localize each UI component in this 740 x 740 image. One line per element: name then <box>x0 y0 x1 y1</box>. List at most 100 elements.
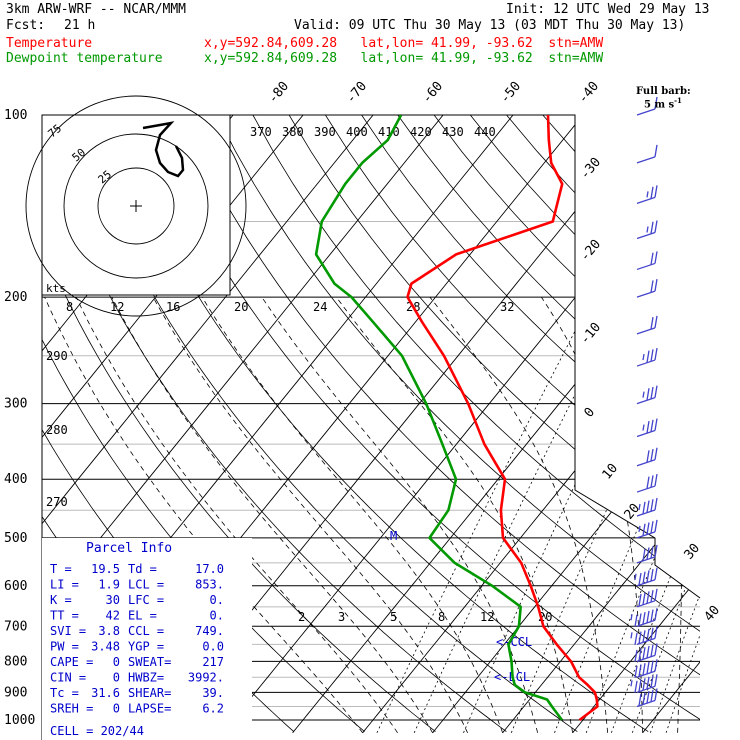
parcel-value: 0. <box>210 609 224 623</box>
wind-barb-staff <box>636 670 656 678</box>
wind-barb <box>636 185 658 205</box>
wind-barb-flag <box>654 626 658 639</box>
hodograph-kts-label: kts <box>46 282 66 295</box>
wind-barb-flag <box>642 630 646 643</box>
parcel-label: YGP = <box>128 640 164 654</box>
moist-adiabat-line <box>152 296 468 733</box>
wind-barb <box>636 144 658 164</box>
wind-barb-flag <box>634 649 638 662</box>
temperature-line <box>406 115 599 722</box>
parcel-label: PW = <box>50 640 79 654</box>
parcel-value: 17.0 <box>195 562 224 576</box>
dewpoint-legend-info: x,y=592.84,609.28 lat,lon= 41.99, -93.62… <box>204 51 604 66</box>
wind-barb-flag <box>654 279 658 292</box>
mixing-ratio-line <box>554 309 700 733</box>
wind-barb <box>636 588 658 608</box>
wind-barb-staff <box>636 685 656 693</box>
parcel-label: LFC = <box>128 593 164 607</box>
wind-barb <box>630 608 658 627</box>
isotherm-line <box>362 115 700 734</box>
wind-barb-flag <box>654 544 658 558</box>
isotherm-line <box>42 115 304 734</box>
parcel-value: 0 <box>113 671 120 685</box>
dry-adiabat-line <box>687 115 700 732</box>
wind-barb-flag <box>650 689 654 702</box>
hodograph-ring <box>25 95 247 317</box>
isotherm-line <box>502 115 700 734</box>
wind-barb-flag <box>654 315 658 328</box>
wind-barb-staff <box>636 429 656 438</box>
mixing-ratio-line <box>585 309 700 733</box>
theta-label: 400 <box>346 125 368 139</box>
wind-barb-flag <box>654 588 658 601</box>
wind-barb-flag <box>638 648 642 661</box>
wind-barb <box>636 385 658 405</box>
wind-barb-flag <box>650 627 654 640</box>
mixing-ratio-label: 12 <box>480 610 494 624</box>
wind-barb-flag <box>650 644 654 657</box>
isotherm-line <box>572 115 700 734</box>
wind-barb-flag <box>646 661 650 675</box>
parcel-value: 0 <box>113 702 120 716</box>
isotherm-line <box>713 115 740 733</box>
mixing-ratio-line <box>665 309 700 733</box>
temperature-legend-info: x,y=592.84,609.28 lat,lon= 41.99, -93.62… <box>204 36 604 51</box>
parcel-cell: CELL = 202/44 <box>50 724 144 738</box>
wind-barb <box>636 220 658 240</box>
pressure-tick-label: 100 <box>4 108 27 123</box>
parcel-value: 1.9 <box>98 578 120 592</box>
theta-label: 270 <box>46 495 68 509</box>
parcel-label: Tc = <box>50 686 79 700</box>
isotherm-label: -40 <box>576 79 603 107</box>
wind-barb <box>636 96 658 116</box>
wind-barb-flag <box>642 678 646 691</box>
parcel-label: LCL = <box>128 578 164 592</box>
wind-barb-staff <box>636 485 656 493</box>
wind-barb-flag <box>654 497 658 511</box>
wind-barb-flag <box>650 568 654 582</box>
wind-barb-flag <box>654 251 658 264</box>
ccl-marker: <-CCL <box>496 635 532 649</box>
moist-adiabat-line <box>429 296 608 733</box>
wind-barb-flag <box>638 572 642 586</box>
wind-barb-flag <box>646 676 650 690</box>
wind-barb-flag <box>642 663 646 676</box>
wind-barb-half <box>646 226 649 233</box>
wind-barb-flag <box>646 350 650 363</box>
dewpoint-line <box>314 115 564 721</box>
dry-adiabat-line <box>433 115 700 732</box>
wind-barb-flag <box>638 679 642 692</box>
wind-barb-flag <box>650 386 654 400</box>
isotherm-line <box>42 115 374 734</box>
wind-barb-flag <box>654 96 658 110</box>
wind-barb-flag <box>654 185 658 198</box>
wind-barb-flag <box>634 665 638 678</box>
dry-adiabat-line <box>325 115 700 732</box>
wind-barb-flag <box>646 522 650 535</box>
wind-barb-staff <box>636 556 656 564</box>
theta-label: 430 <box>442 125 464 139</box>
moist-adiabat-line <box>261 296 538 733</box>
m-marker: M <box>390 529 397 543</box>
parcel-label: SHEAR= <box>128 686 171 700</box>
wind-barb-half <box>642 391 645 398</box>
wind-barb-flag <box>650 499 654 512</box>
wind-barb-flag <box>650 186 654 199</box>
hodograph-ring <box>97 167 175 245</box>
parcel-label: CAPE = <box>50 655 93 669</box>
wind-barb-staff <box>636 619 656 627</box>
dry-adiabat-line <box>107 115 649 732</box>
isotherm-label: 30 <box>682 541 704 563</box>
wind-barb-half <box>630 632 633 639</box>
wind-barb-half <box>646 191 649 198</box>
wind-barb-staff <box>636 654 656 662</box>
wind-barb <box>630 674 658 693</box>
header-fcst-value: 21 h <box>64 18 96 33</box>
wind-barb-flag <box>642 612 646 625</box>
pressure-tick-label: 700 <box>4 619 27 634</box>
wind-barb-staff <box>636 699 656 708</box>
parcel-info-title: Parcel Info <box>86 541 172 556</box>
parcel-value: 31.6 <box>91 686 120 700</box>
wind-barb-staff <box>636 509 656 517</box>
